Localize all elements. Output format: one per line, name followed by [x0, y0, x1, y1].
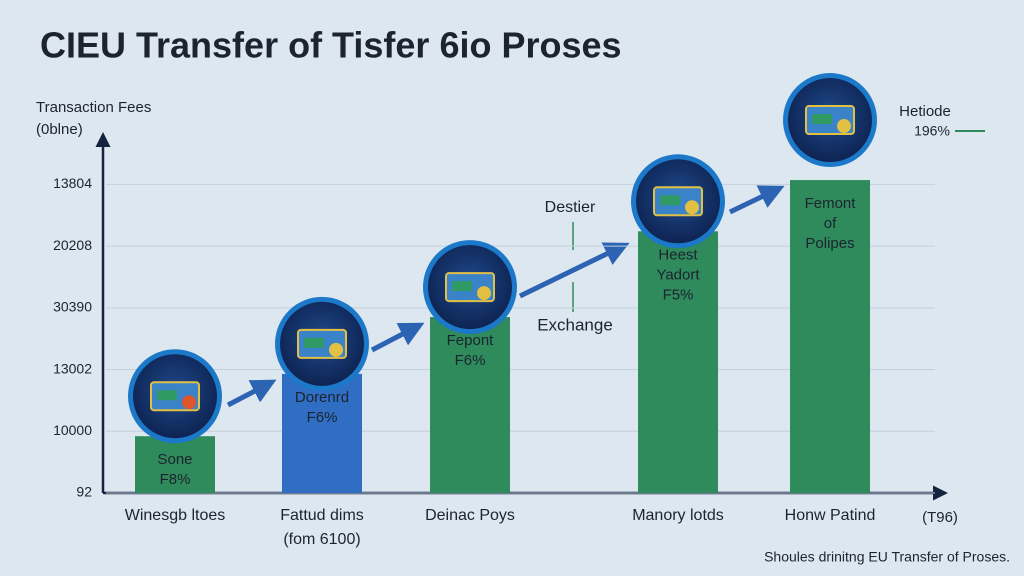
annotation: Exchange [537, 315, 613, 334]
bar-label: Yadort [656, 266, 700, 283]
bar-label: of [824, 215, 837, 232]
icon-detail [304, 337, 324, 348]
chart-title: CIEU Transfer of Tisfer 6io Proses [40, 25, 622, 66]
bar-label: F6% [455, 352, 486, 369]
bar-label: Polipes [805, 235, 854, 252]
arrow [728, 185, 785, 215]
y-tick-label: 92 [76, 484, 92, 500]
icon-dot [182, 395, 196, 410]
y-tick-label: 13804 [53, 175, 92, 191]
icon-detail [660, 195, 680, 206]
icon [423, 240, 517, 335]
x-axis-end-label: (T96) [922, 509, 958, 526]
annotation: 196% [914, 123, 950, 139]
y-axis-sublabel: (0blne) [36, 121, 83, 138]
bar [790, 180, 870, 493]
icon-dot [477, 286, 491, 301]
x-tick-label: Fattud dims [280, 507, 364, 524]
icon-dot [685, 200, 699, 215]
icon-detail [157, 390, 177, 401]
icon [783, 73, 877, 168]
x-tick-note: (fom 6100) [283, 531, 360, 548]
x-tick-label: Deinac Poys [425, 507, 515, 524]
icon-detail [812, 114, 832, 125]
y-tick-label: 10000 [53, 422, 92, 438]
icon-dot [837, 119, 851, 134]
bar-label: F5% [663, 286, 694, 303]
x-tick-label: Manory lotds [632, 507, 724, 524]
icon [631, 154, 725, 249]
bar-label: Sone [157, 451, 192, 468]
bar-label: F8% [160, 471, 191, 488]
x-tick-label: Winesgb ltoes [125, 507, 226, 524]
x-tick-label: Honw Patind [785, 507, 876, 524]
bar-label: Heest [658, 246, 698, 263]
icon [275, 296, 369, 391]
bar [638, 231, 718, 493]
annotation: Destier [545, 199, 596, 216]
y-axis-label: Transaction Fees [36, 99, 151, 116]
icon-dot [329, 342, 343, 357]
bar [282, 373, 362, 493]
y-tick-label: 13002 [53, 360, 92, 376]
footer: Shoules drinitng EU Transfer of Proses. [764, 549, 1010, 565]
arrow [518, 242, 630, 299]
bar-label: Dorenrd [295, 389, 349, 406]
bar-label: Fepont [447, 332, 495, 349]
arrow [370, 322, 425, 353]
icon [128, 349, 222, 444]
icon-detail [452, 281, 472, 292]
y-tick-label: 30390 [53, 299, 92, 315]
bar [430, 317, 510, 493]
annotation: Hetiode [899, 103, 951, 120]
y-tick-label: 20208 [53, 237, 92, 253]
flow-arrows [226, 130, 985, 408]
bar-label: F6% [307, 409, 338, 426]
bar-label: Femont [805, 195, 857, 212]
arrow [226, 379, 277, 408]
bar [135, 436, 215, 493]
